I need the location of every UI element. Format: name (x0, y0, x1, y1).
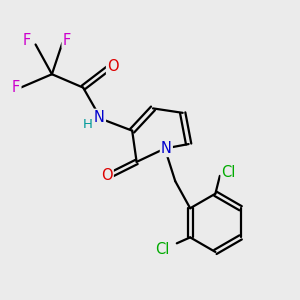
Text: H: H (82, 118, 92, 130)
Text: F: F (12, 80, 20, 95)
Text: F: F (22, 32, 31, 47)
Text: O: O (107, 59, 119, 74)
Text: Cl: Cl (155, 242, 169, 257)
Text: F: F (63, 32, 71, 47)
Text: Cl: Cl (222, 165, 236, 180)
Text: O: O (101, 168, 113, 183)
Text: N: N (161, 141, 172, 156)
Text: N: N (94, 110, 105, 125)
